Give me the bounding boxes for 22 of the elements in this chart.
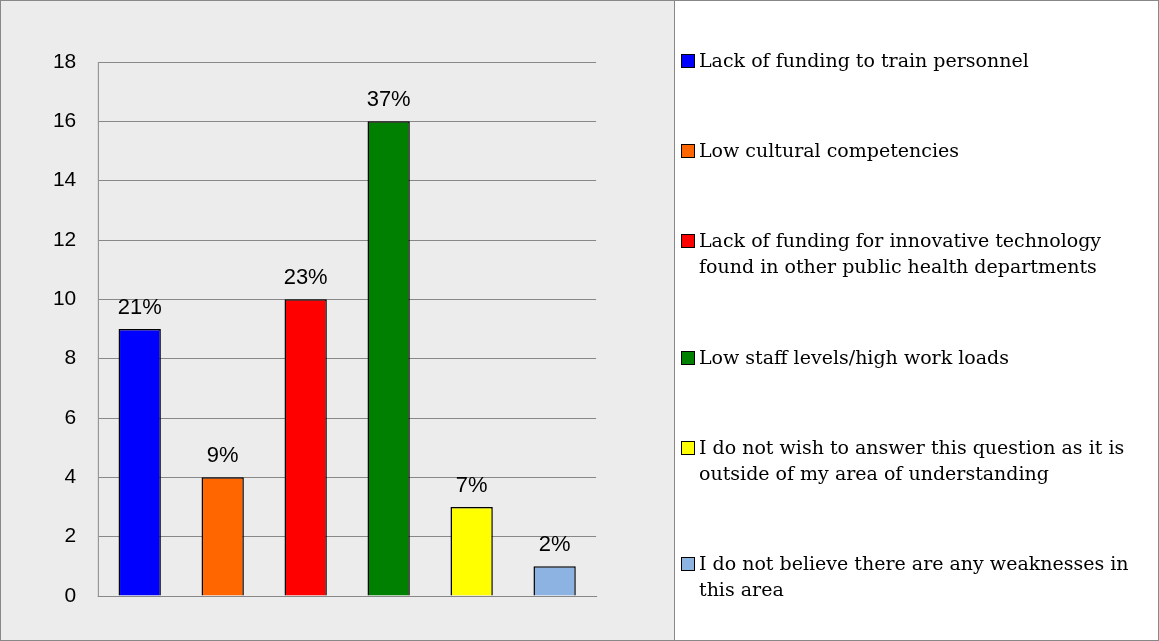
y-tick-label: 16 [52,108,77,132]
y-tick-label: 8 [64,345,77,369]
annotation: 21% [117,294,162,320]
legend-label: Lack of funding for innovative technology found in other public health departments [699,228,1103,280]
annotation: 23% [283,264,328,290]
annotation: 9% [206,442,239,468]
y-tick-label: 12 [52,226,77,250]
y-tick-label: 2 [64,523,77,547]
y-tick-label: 0 [64,582,77,606]
y-tick-label: 10 [52,286,77,310]
y-tick-label: 6 [64,404,77,428]
legend-label: I do not wish to answer this question as it is outside of my area of understanding [699,434,1126,486]
legend-label: I do not believe there are any weaknesses in this area [699,550,1130,602]
annotation: 37% [366,86,411,112]
legend-label: Low cultural competencies [699,138,960,164]
annotation: 2% [538,531,571,557]
annotation: 7% [455,472,488,498]
legend-label: Low staff levels/high work loads [699,344,1009,370]
y-tick-label: 18 [52,48,77,72]
legend-label: Lack of funding to train personnel [699,48,1029,74]
y-tick-label: 4 [64,464,77,488]
y-tick-label: 14 [52,167,77,191]
